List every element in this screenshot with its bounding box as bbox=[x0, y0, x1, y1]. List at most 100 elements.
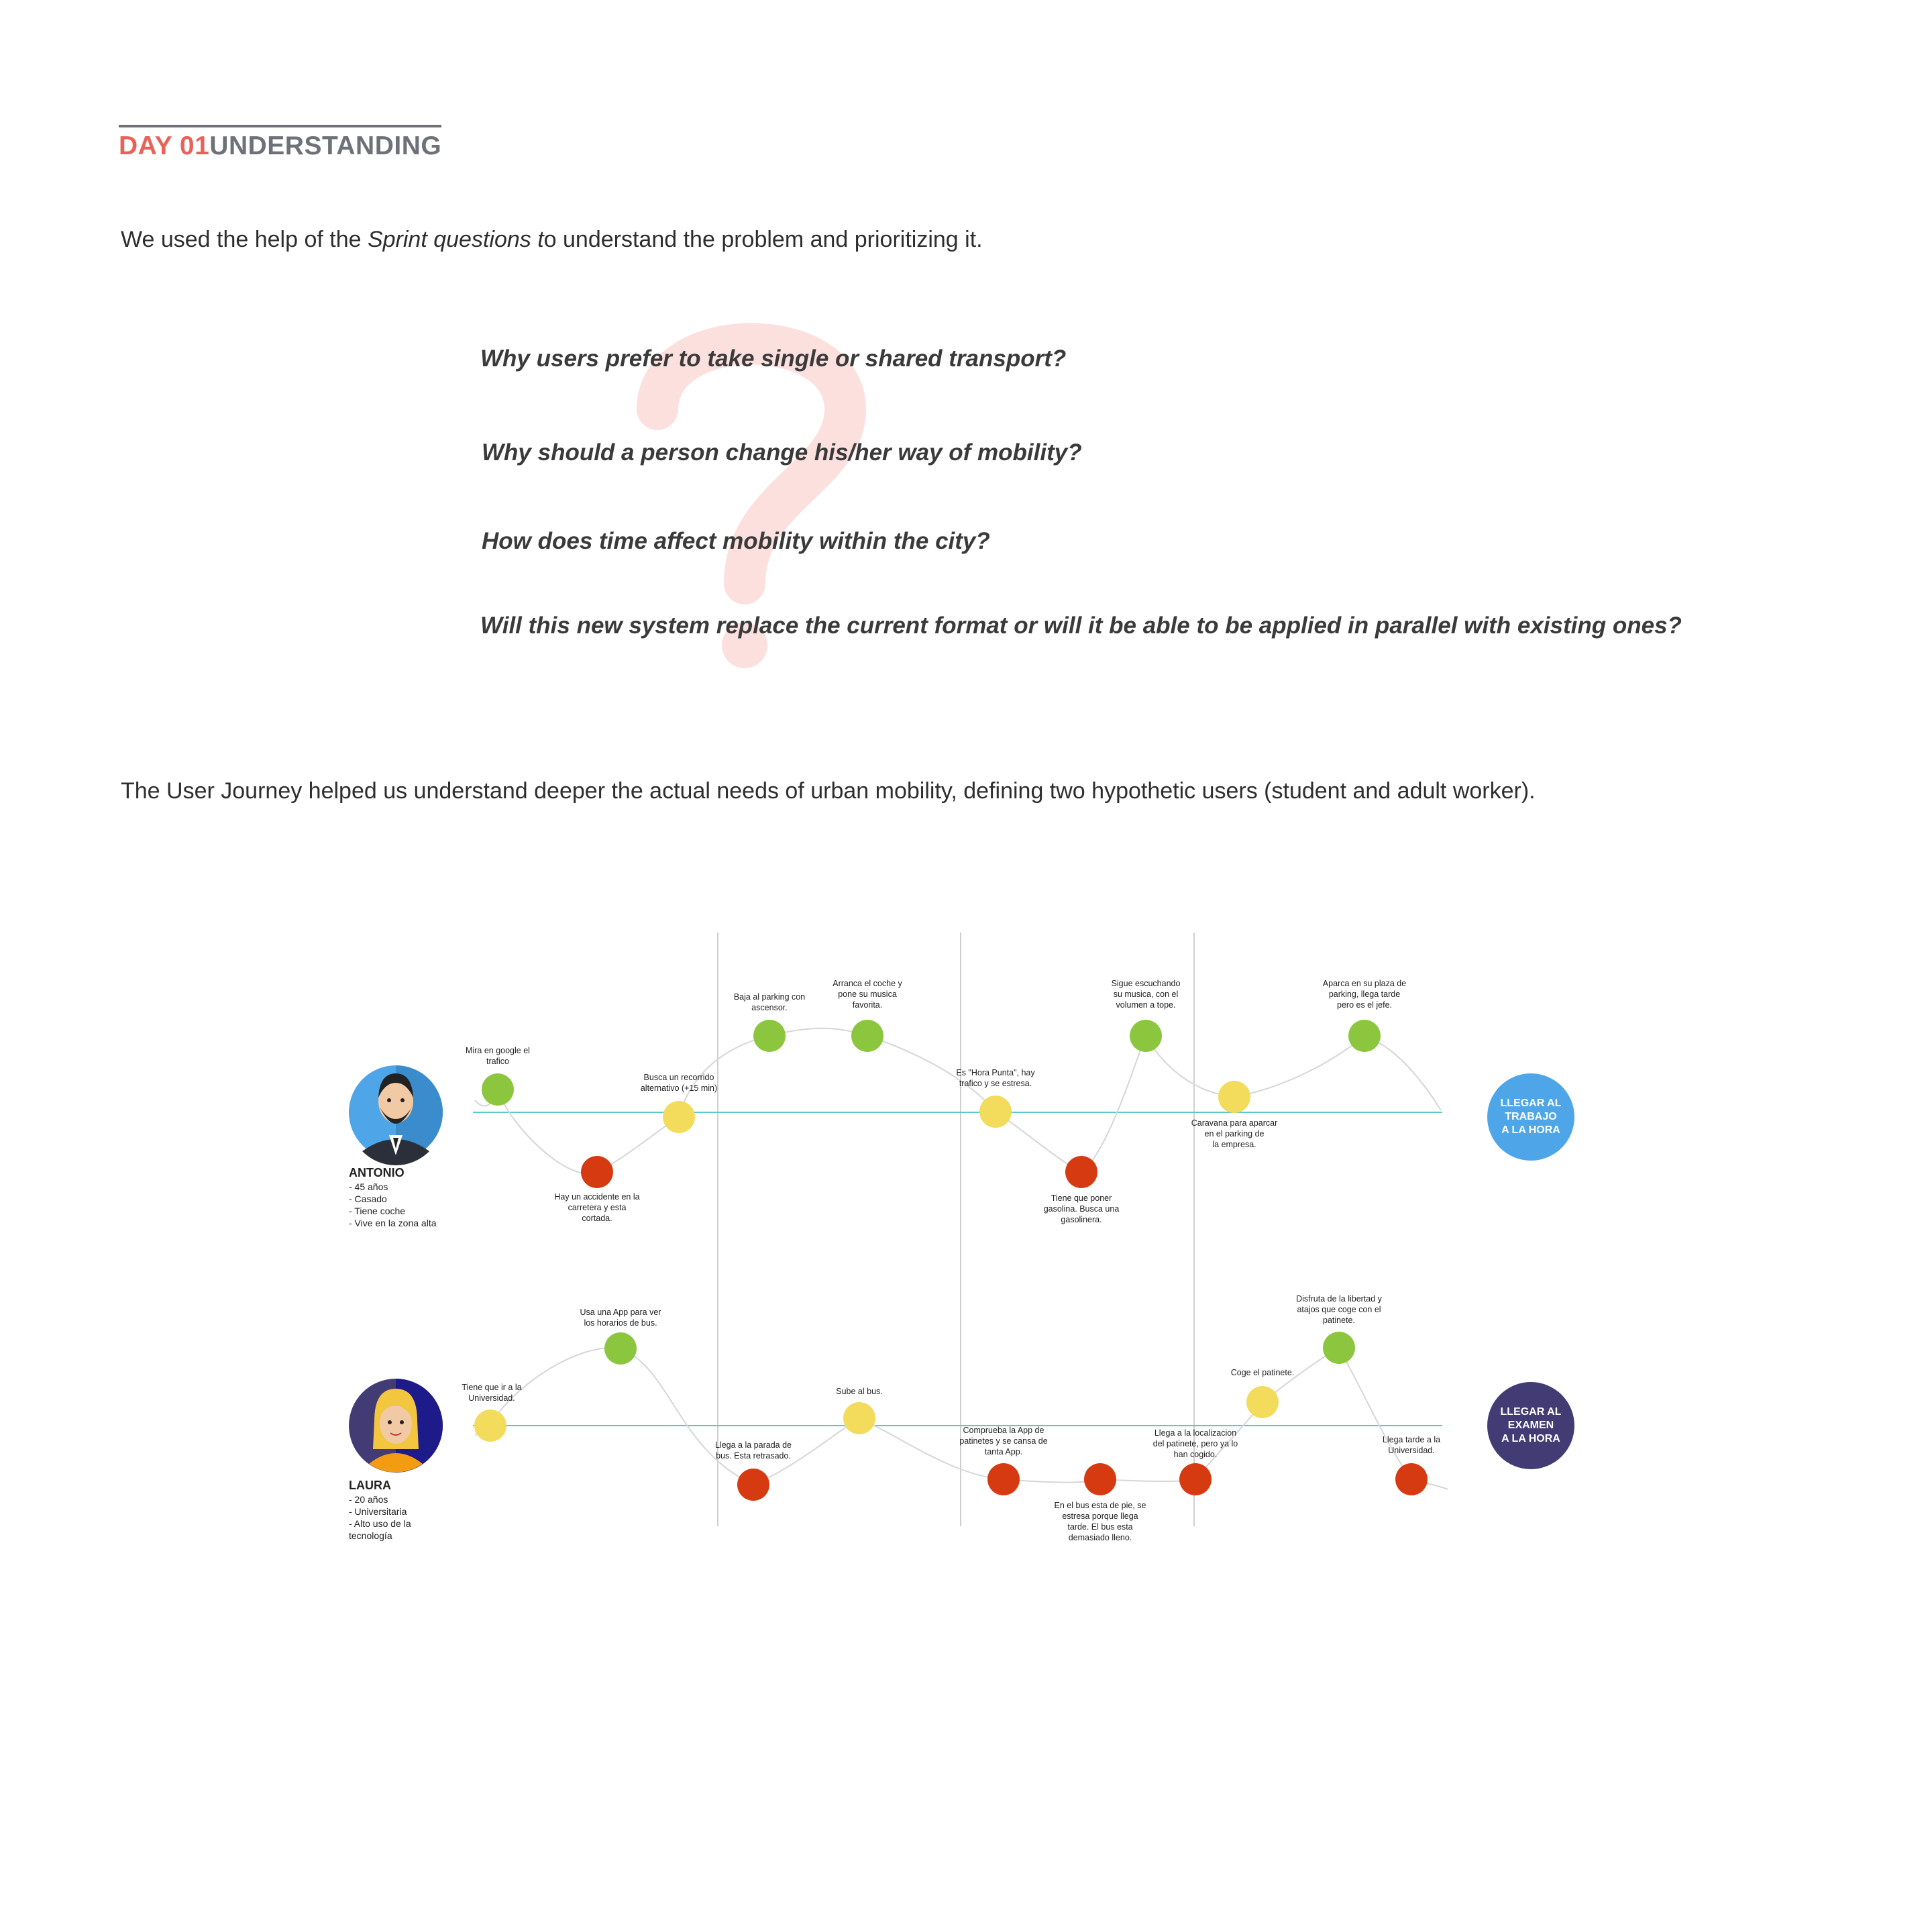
journey-step-label: los horarios de bus. bbox=[584, 1318, 657, 1328]
journey-step-label: Tiene que poner bbox=[1051, 1193, 1112, 1203]
journey-intro-paragraph: The User Journey helped us understand de… bbox=[121, 778, 1536, 804]
journey-step-label: tanta App. bbox=[985, 1447, 1022, 1456]
journey-step-positive bbox=[1323, 1332, 1355, 1364]
journey-step-label: Mira en google el bbox=[466, 1046, 530, 1055]
heading-day: DAY 01 bbox=[119, 131, 210, 160]
persona-detail: - Universitaria bbox=[349, 1506, 407, 1517]
journey-step-label: estresa porque llega bbox=[1062, 1511, 1138, 1521]
journey-step-label: cortada. bbox=[582, 1214, 612, 1223]
journey-step-label: Disfruta de la libertad y bbox=[1296, 1294, 1383, 1304]
journey-goal-label: A LA HORA bbox=[1501, 1124, 1560, 1136]
journey-step-positive bbox=[851, 1020, 883, 1052]
journey-step-label: Sube al bus. bbox=[836, 1387, 883, 1396]
heading-title: UNDERSTANDING bbox=[209, 131, 442, 160]
persona-detail: - Vive en la zona alta bbox=[349, 1218, 437, 1228]
persona-name: ANTONIO bbox=[349, 1166, 405, 1179]
journey-step-label: Universidad. bbox=[468, 1393, 515, 1403]
journey-step-neutral bbox=[663, 1101, 695, 1133]
sprint-question-3: How does time affect mobility within the… bbox=[482, 528, 990, 554]
journey-step-label: tarde. El bus esta bbox=[1067, 1522, 1132, 1532]
journey-step-label: Usa una App para ver bbox=[580, 1308, 661, 1317]
journey-step-label: en el parking de bbox=[1205, 1129, 1265, 1138]
journey-step-negative bbox=[987, 1463, 1020, 1495]
journey-step-label: demasiado lleno. bbox=[1069, 1533, 1132, 1542]
journey-step-label: Caravana para aparcar bbox=[1191, 1118, 1278, 1128]
journey-step-label: pone su musica bbox=[838, 990, 897, 999]
journey-step-label: atajos que coge con el bbox=[1297, 1305, 1381, 1314]
journey-step-label: del patinete, pero ya lo bbox=[1153, 1439, 1238, 1448]
journey-goal-circle bbox=[1487, 1073, 1574, 1161]
journey-step-neutral bbox=[1246, 1386, 1279, 1418]
journey-step-negative bbox=[1084, 1463, 1116, 1495]
journey-step-label: pero es el jefe. bbox=[1337, 1000, 1392, 1010]
intro-text-end: o understand the problem and prioritizin… bbox=[543, 227, 983, 252]
journey-step-label: la empresa. bbox=[1212, 1140, 1256, 1149]
intro-text-emphasis: Sprint questions t bbox=[367, 227, 544, 252]
antonio-avatar bbox=[349, 1065, 443, 1166]
laura-avatar bbox=[349, 1379, 443, 1473]
journey-step-label: Busca un recorrido bbox=[644, 1073, 714, 1082]
journey-step-label: patinetes y se cansa de bbox=[959, 1436, 1047, 1446]
journey-step-label: trafico y se estresa. bbox=[959, 1079, 1032, 1088]
journey-step-negative bbox=[737, 1469, 769, 1501]
journey-step-label: han cogido. bbox=[1174, 1450, 1218, 1459]
journey-step-neutral bbox=[979, 1096, 1012, 1128]
journey-steps: Mira en google el trafico Hay un accidente… bbox=[462, 979, 1440, 1542]
journey-step-positive bbox=[1130, 1020, 1162, 1052]
journey-step-label: Llega tarde a la bbox=[1383, 1435, 1440, 1444]
journey-step-label: alternativo (+15 min) bbox=[641, 1083, 717, 1093]
journey-step-label: ascensor. bbox=[751, 1003, 788, 1012]
journey-step-label: Es "Hora Punta", hay bbox=[956, 1068, 1035, 1077]
journey-step-negative bbox=[1179, 1463, 1212, 1495]
persona-detail: - 20 años bbox=[349, 1494, 388, 1505]
journey-step-positive bbox=[1348, 1020, 1381, 1052]
section-heading: DAY 01UNDERSTANDING bbox=[119, 125, 442, 161]
journey-step-neutral bbox=[1218, 1081, 1250, 1113]
persona-text: ANTONIO - 45 años- Casado - Tiene coche - V… bbox=[349, 1166, 437, 1541]
journey-step-positive bbox=[753, 1020, 786, 1052]
persona-detail: - Casado bbox=[349, 1193, 387, 1204]
question-mark-icon bbox=[637, 323, 867, 668]
sprint-question-2: Why should a person change his/her way o… bbox=[482, 439, 1082, 466]
journey-step-label: Coge el patinete. bbox=[1231, 1368, 1295, 1377]
journey-goal-label: LLEGAR AL bbox=[1501, 1098, 1562, 1109]
journey-step-negative bbox=[1395, 1463, 1428, 1495]
journey-step-label: Sigue escuchando bbox=[1112, 979, 1181, 988]
intro-paragraph: We used the help of the Sprint questions… bbox=[121, 227, 983, 253]
journey-step-label: patinete. bbox=[1323, 1316, 1355, 1325]
journey-step-label: Arranca el coche y bbox=[833, 979, 902, 988]
journey-step-negative bbox=[581, 1156, 613, 1188]
journey-step-label: bus. Esta retrasado. bbox=[716, 1451, 791, 1460]
journey-step-positive bbox=[482, 1073, 514, 1106]
journey-step-label: trafico bbox=[486, 1057, 509, 1066]
journey-step-label: gasolinera. bbox=[1061, 1215, 1102, 1224]
intro-text-start: We used the help of the bbox=[121, 227, 368, 252]
journey-step-negative bbox=[1065, 1156, 1097, 1188]
journey-step-label: En el bus esta de pie, se bbox=[1055, 1501, 1146, 1510]
persona-detail: - 45 años bbox=[349, 1181, 388, 1192]
journey-step-label: gasolina. Busca una bbox=[1044, 1204, 1120, 1214]
journey-goal-label: EXAMEN bbox=[1508, 1420, 1554, 1431]
journey-step-label: volumen a tope. bbox=[1116, 1000, 1176, 1010]
journey-step-label: su musica, con el bbox=[1114, 990, 1179, 999]
journey-step-label: favorita. bbox=[853, 1000, 882, 1010]
antonio-emotion-curve bbox=[474, 1027, 1442, 1175]
journey-step-label: Baja al parking con bbox=[734, 992, 805, 1002]
journey-step-label: Hay un accidente en la bbox=[554, 1192, 639, 1202]
journey-step-label: Llega a la parada de bbox=[715, 1440, 792, 1450]
persona-detail: - Tiene coche bbox=[349, 1206, 405, 1216]
journey-goal-label: TRABAJO bbox=[1505, 1111, 1556, 1122]
persona-name: LAURA bbox=[349, 1479, 391, 1492]
journey-goal-label: A LA HORA bbox=[1501, 1433, 1560, 1444]
journey-goal-label: LLEGAR AL bbox=[1501, 1406, 1562, 1418]
persona-detail: - Alto uso de la bbox=[349, 1518, 411, 1529]
journey-step-label: parking, llega tarde bbox=[1329, 990, 1400, 999]
journey-goal-circle bbox=[1487, 1382, 1574, 1469]
sprint-question-4: Will this new system replace the current… bbox=[480, 613, 1682, 639]
sprint-question-1: Why users prefer to take single or share… bbox=[480, 346, 1067, 372]
journey-step-label: Tiene que ir a la bbox=[462, 1383, 521, 1392]
stage-dividers bbox=[717, 933, 1195, 1526]
journey-goals: LLEGAR AL TRABAJO A LA HORA LLEGAR AL EXAMEN… bbox=[1487, 1073, 1574, 1469]
journey-step-label: Universidad. bbox=[1388, 1446, 1434, 1455]
